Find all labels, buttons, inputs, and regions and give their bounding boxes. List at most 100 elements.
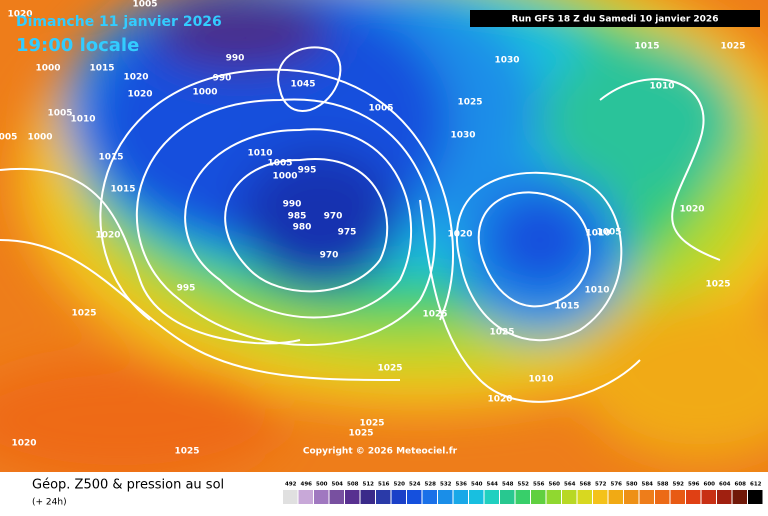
isobar-label: 1005 (132, 0, 157, 10)
scale-swatch (701, 490, 716, 504)
isobar-label: 975 (338, 228, 357, 238)
run-box (470, 10, 760, 27)
isobar-label: 1020 (11, 439, 36, 449)
scale-label: 556 (533, 482, 545, 488)
scale-label: 560 (549, 482, 561, 488)
isobar-label: 1010 (649, 82, 674, 92)
isobar-label: 1000 (272, 172, 297, 182)
scale-label: 588 (657, 482, 669, 488)
isobar-label: 1005 (267, 159, 292, 169)
isobar-label: 1020 (679, 205, 704, 215)
scale-label: 568 (580, 482, 592, 488)
scale-swatch (655, 490, 670, 504)
scale-label: 604 (719, 482, 731, 488)
isobar-label: 970 (324, 212, 343, 222)
isobar-label: 1010 (528, 375, 553, 385)
run-info: Run GFS 18 Z du Samedi 10 janvier 2026 (512, 15, 719, 25)
isobar-label: 1020 (7, 10, 32, 20)
isobar-label: 1010 (585, 229, 610, 239)
scale-swatch (438, 490, 453, 504)
scale-swatch (686, 490, 701, 504)
scale-label: 552 (518, 482, 530, 488)
scale-label: 548 (502, 482, 514, 488)
scale-label: 496 (301, 482, 313, 488)
scale-label: 492 (285, 482, 297, 488)
scale-swatch (500, 490, 515, 504)
isobar-label: 1025 (359, 419, 384, 429)
scale-label: 576 (611, 482, 623, 488)
scale-swatch (732, 490, 747, 504)
isobar-label: 1000 (27, 133, 52, 143)
scale-swatch (531, 490, 546, 504)
isobar-label: 1025 (489, 328, 514, 338)
scale-swatch (624, 490, 639, 504)
copyright: Copyright © 2026 Meteociel.fr (303, 447, 458, 457)
isobar-label: 1015 (554, 302, 579, 312)
isobar-label: 1015 (110, 185, 135, 195)
isobar-label: 1025 (422, 310, 447, 320)
scale-swatch (608, 490, 623, 504)
isobar-label: 1025 (720, 42, 745, 52)
scale-swatch (639, 490, 654, 504)
scale-label: 596 (688, 482, 700, 488)
scale-label: 528 (425, 482, 437, 488)
field (0, 0, 768, 480)
scale-swatch (298, 490, 313, 504)
isobar-label: 1000 (192, 88, 217, 98)
isobar-label: 1010 (70, 115, 95, 125)
scale-swatch (593, 490, 608, 504)
isobar-label: 1020 (123, 73, 148, 83)
date-title: Dimanche 11 janvier 2026 (16, 14, 222, 30)
scale-swatch (314, 490, 329, 504)
scale-swatch (453, 490, 468, 504)
scale-label: 544 (487, 482, 499, 488)
footer-lead: (+ 24h) (32, 498, 67, 508)
isobar-label: 1025 (377, 364, 402, 374)
isobars (0, 46, 721, 403)
scale-label: 536 (456, 482, 468, 488)
isobar-label: 1025 (457, 98, 482, 108)
scale-label: 500 (316, 482, 328, 488)
scale-swatch (546, 490, 561, 504)
isobar-label: 990 (213, 74, 232, 84)
isobar-label: 1000 (35, 64, 60, 74)
scale-label: 584 (642, 482, 654, 488)
isobar-label: 1005 (368, 104, 393, 114)
scale-label: 516 (378, 482, 390, 488)
isobar-label: 1010 (247, 149, 272, 159)
scale-swatch (283, 490, 298, 504)
scale-label: 572 (595, 482, 607, 488)
scale-swatch (407, 490, 422, 504)
scale-swatch (562, 490, 577, 504)
scale-swatch (345, 490, 360, 504)
isobar-label: 1020 (95, 231, 120, 241)
footer-title: Géop. Z500 & pression au sol (32, 478, 224, 493)
scale-label: 540 (471, 482, 483, 488)
isobar-label: 1045 (290, 80, 315, 90)
isobar-label: 1030 (450, 131, 475, 141)
time-title: 19:00 locale (16, 35, 139, 56)
isobar-label: 1020 (487, 395, 512, 405)
scale-swatch (329, 490, 344, 504)
isobar-label: 995 (177, 284, 196, 294)
scale-swatch (376, 490, 391, 504)
scale-swatch (748, 490, 763, 504)
scale-swatch (577, 490, 592, 504)
scale-label: 608 (735, 482, 747, 488)
isobar-label: 995 (298, 166, 317, 176)
isobar-label: 1025 (705, 280, 730, 290)
scale-label: 520 (394, 482, 406, 488)
isobar-label: 1020 (127, 90, 152, 100)
scale-swatch (391, 490, 406, 504)
isobar-label: 1025 (71, 309, 96, 319)
color-scale: 492 496 500 504 508 512 516 520 524 528 532 536 540 5… (283, 482, 763, 504)
scale-swatch (484, 490, 499, 504)
isobar-label: 980 (293, 223, 312, 233)
isobar-label: 985 (288, 212, 307, 222)
isobar-label: 1005 (596, 228, 621, 238)
isobar-label: 1005 (47, 109, 72, 119)
isobar-label: 1015 (634, 42, 659, 52)
isobar-label: 990 (226, 54, 245, 64)
